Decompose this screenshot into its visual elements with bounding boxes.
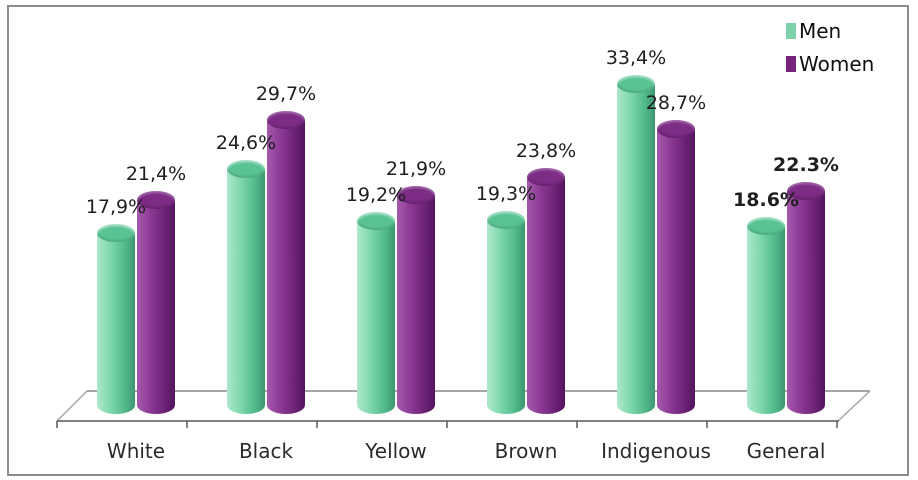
data-label-men-general: 18.6% bbox=[733, 189, 799, 212]
cylinder-body bbox=[617, 84, 655, 414]
axis-tick-marks bbox=[56, 421, 838, 428]
floor-right-edge bbox=[837, 390, 871, 422]
data-label-men-white: 17,9% bbox=[85, 196, 147, 219]
cylinder-women-general bbox=[787, 181, 825, 414]
cylinder-women-yellow bbox=[397, 185, 435, 414]
data-label-women-indigenous: 28,7% bbox=[645, 92, 707, 115]
cylinder-top bbox=[617, 75, 655, 94]
cylinder-top bbox=[97, 224, 135, 243]
category-label-indigenous: Indigenous bbox=[601, 439, 711, 463]
data-label-women-white: 21,4% bbox=[125, 162, 187, 185]
cylinder-body bbox=[657, 129, 695, 414]
data-label-women-general: 22.3% bbox=[773, 153, 839, 176]
data-label-men-brown: 19,3% bbox=[475, 182, 537, 205]
cylinder-body bbox=[787, 190, 825, 414]
floor-left-edge bbox=[56, 390, 88, 422]
cylinder-top bbox=[747, 217, 785, 236]
cylinder-body bbox=[267, 119, 305, 414]
data-label-men-yellow: 19,2% bbox=[345, 183, 407, 206]
category-label-black: Black bbox=[238, 439, 294, 463]
category-label-white: White bbox=[106, 439, 166, 463]
cylinder-body bbox=[97, 233, 135, 414]
cylinder-men-brown bbox=[487, 210, 525, 414]
cylinder-top bbox=[397, 185, 435, 204]
legend-item-women: Women bbox=[786, 52, 874, 76]
cylinder-women-brown bbox=[527, 167, 565, 414]
data-label-men-black: 24,6% bbox=[215, 131, 277, 154]
cylinder-body bbox=[487, 219, 525, 414]
data-label-women-black: 29,7% bbox=[255, 82, 317, 105]
data-label-women-brown: 23,8% bbox=[515, 139, 577, 162]
cylinder-body bbox=[227, 168, 265, 414]
legend-label-women: Women bbox=[799, 52, 875, 76]
cylinder-top bbox=[267, 110, 305, 129]
cylinder-men-yellow bbox=[357, 211, 395, 414]
cylinder-men-indigenous bbox=[617, 75, 655, 414]
cylinder-women-indigenous bbox=[657, 120, 695, 414]
chart-border bbox=[7, 5, 909, 476]
cylinder-top bbox=[487, 210, 525, 229]
cylinder-body bbox=[397, 194, 435, 414]
cylinder-men-white bbox=[97, 224, 135, 414]
cylinder-body bbox=[357, 220, 395, 414]
data-label-men-indigenous: 33,4% bbox=[605, 47, 667, 70]
data-label-women-yellow: 21,9% bbox=[385, 157, 447, 180]
cylinder-top bbox=[137, 190, 175, 209]
legend: Men Women bbox=[786, 19, 874, 76]
cylinder-women-black bbox=[267, 110, 305, 414]
cylinder-body bbox=[747, 226, 785, 414]
category-label-brown: Brown bbox=[494, 439, 558, 463]
cylinder-top bbox=[657, 120, 695, 139]
women-swatch-icon bbox=[786, 56, 796, 72]
men-swatch-icon bbox=[786, 23, 796, 39]
category-label-general: General bbox=[746, 439, 826, 463]
cylinder-women-white bbox=[137, 190, 175, 414]
cylinder-top bbox=[787, 181, 825, 200]
cylinder-top bbox=[527, 167, 565, 186]
cylinder-top bbox=[227, 159, 265, 178]
category-label-yellow: Yellow bbox=[365, 439, 427, 463]
legend-item-men: Men bbox=[786, 19, 874, 43]
cylinder-men-general bbox=[747, 217, 785, 414]
cylinder-body bbox=[137, 199, 175, 414]
cylinder-body bbox=[527, 176, 565, 414]
cylinder-men-black bbox=[227, 159, 265, 414]
cylinder-top bbox=[357, 211, 395, 230]
legend-label-men: Men bbox=[799, 19, 842, 43]
